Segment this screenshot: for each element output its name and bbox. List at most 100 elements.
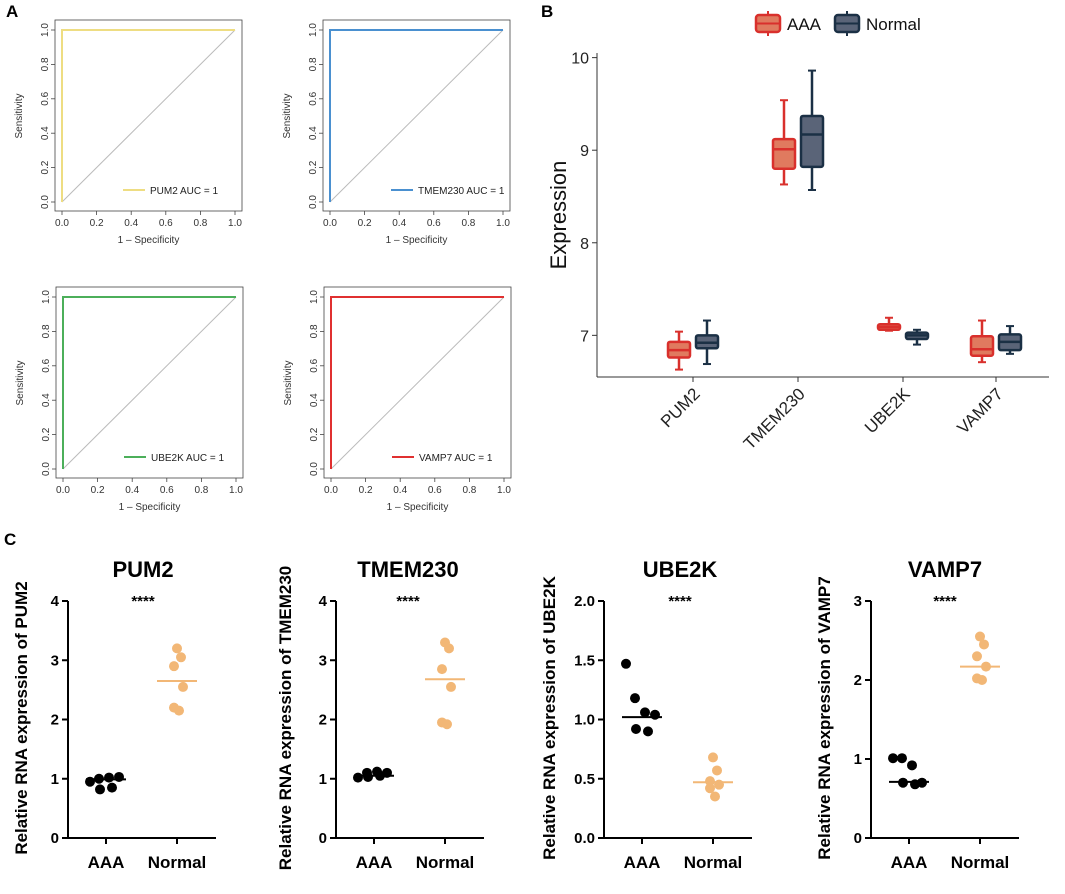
dotplot-pum2: 0 1 2 3 4 PUM2 **** Relative RNA expression of … bbox=[12, 557, 216, 872]
y-axis-label: Relative RNA expression of TMEM230 bbox=[276, 566, 295, 871]
y-tick-label: 3 bbox=[854, 593, 862, 610]
y-tick-label: 0.8 bbox=[41, 324, 52, 338]
box-body bbox=[799, 114, 825, 169]
y-tick-label: 0.6 bbox=[309, 358, 320, 372]
panel-label-b: B bbox=[541, 2, 553, 21]
legend-label: AAA bbox=[787, 15, 822, 34]
data-point-normal bbox=[178, 681, 188, 692]
x-tick-label-ube2k: UBE2K bbox=[861, 384, 914, 437]
data-point-aaa bbox=[650, 709, 660, 720]
x-axis-label: 1 – Specificity bbox=[387, 502, 449, 513]
roc-curve bbox=[330, 296, 504, 469]
x-tick-label: 0.2 bbox=[90, 218, 104, 229]
x-tick-label-tmem230: TMEM230 bbox=[740, 384, 809, 453]
x-tick-label: 0.8 bbox=[462, 485, 476, 496]
y-tick-label: 1.0 bbox=[309, 290, 320, 304]
x-tick-label: 0.4 bbox=[125, 485, 139, 496]
y-tick-label: 1.5 bbox=[574, 652, 595, 669]
x-tick-label-normal: Normal bbox=[951, 853, 1010, 872]
x-tick-label-normal: Normal bbox=[148, 853, 207, 872]
data-point-aaa bbox=[897, 753, 907, 764]
x-tick-label: 0.0 bbox=[55, 218, 69, 229]
data-point-normal bbox=[712, 765, 722, 776]
x-tick-label-vamp7: VAMP7 bbox=[954, 384, 1007, 437]
panel-label-a: A bbox=[6, 2, 18, 21]
x-tick-label: 1.0 bbox=[228, 218, 242, 229]
legend-label: VAMP7 AUC = 1 bbox=[419, 453, 493, 464]
data-point-aaa bbox=[104, 772, 114, 783]
legend-item-normal: Normal bbox=[833, 11, 921, 36]
roc-frame bbox=[55, 286, 244, 479]
chart-title: UBE2K bbox=[643, 557, 718, 582]
data-point-aaa bbox=[375, 770, 385, 781]
x-axis-label: 1 – Specificity bbox=[118, 235, 180, 246]
y-tick-label: 0 bbox=[319, 830, 327, 847]
data-point-normal bbox=[172, 643, 182, 654]
x-tick-label: 0.2 bbox=[359, 485, 373, 496]
x-tick-label: 0.8 bbox=[194, 485, 208, 496]
roc-diagonal bbox=[61, 29, 236, 203]
x-tick-label-pum2: PUM2 bbox=[657, 384, 704, 431]
x-tick-label-aaa: AAA bbox=[891, 853, 928, 872]
dotplot-ube2k: 0.0 0.5 1.0 1.5 2.0 UBE2K **** Relative RNA exp… bbox=[540, 557, 752, 872]
data-point-normal bbox=[979, 639, 989, 650]
data-point-aaa bbox=[630, 693, 640, 704]
y-tick-label: 4 bbox=[51, 593, 60, 610]
y-tick-label: 0.2 bbox=[309, 427, 320, 441]
significance-label: **** bbox=[668, 593, 692, 610]
x-tick-label-normal: Normal bbox=[416, 853, 475, 872]
y-tick-label: 2.0 bbox=[574, 593, 595, 610]
x-tick-label: 0.0 bbox=[324, 485, 338, 496]
y-axis-label: Sensitivity bbox=[282, 93, 293, 138]
box-normal-ube2k bbox=[904, 328, 930, 346]
x-tick-label: 0.4 bbox=[124, 218, 138, 229]
significance-label: **** bbox=[396, 593, 420, 610]
y-tick-label: 0.6 bbox=[308, 91, 319, 105]
x-axis-label: 1 – Specificity bbox=[386, 235, 448, 246]
data-point-aaa bbox=[888, 753, 898, 764]
x-tick-label: 0.6 bbox=[159, 218, 173, 229]
y-axis-label: Relative RNA expression of VAMP7 bbox=[815, 576, 834, 859]
data-point-aaa bbox=[643, 726, 653, 737]
data-point-aaa bbox=[640, 707, 650, 718]
roc-diagonal bbox=[329, 29, 504, 203]
box-body bbox=[969, 335, 995, 357]
roc-curve bbox=[329, 29, 503, 202]
y-tick-label: 8 bbox=[580, 236, 589, 253]
data-point-aaa bbox=[631, 723, 641, 734]
data-point-aaa bbox=[114, 771, 124, 782]
x-tick-label: 1.0 bbox=[497, 485, 511, 496]
y-tick-label: 0.6 bbox=[41, 358, 52, 372]
box-normal-pum2 bbox=[694, 319, 720, 366]
y-tick-label: 3 bbox=[51, 652, 59, 669]
y-tick-label: 0.0 bbox=[41, 462, 52, 476]
x-tick-label: 0.0 bbox=[323, 218, 337, 229]
data-point-normal bbox=[977, 675, 987, 685]
roc-panels: 0.0 0.2 0.4 0.6 0.8 1.0 0.0 0.2 0.4 0.6 0.8 1.0 1 – … bbox=[14, 19, 512, 513]
x-tick-label: 1.0 bbox=[496, 218, 510, 229]
y-tick-label: 0.5 bbox=[574, 771, 595, 788]
data-point-normal bbox=[176, 652, 186, 663]
y-axis-label: Sensitivity bbox=[15, 360, 26, 405]
box-aaa-tmem230 bbox=[771, 99, 797, 186]
y-tick-label: 0.8 bbox=[40, 57, 51, 71]
y-tick-label: 2 bbox=[319, 712, 327, 729]
data-point-normal bbox=[174, 705, 184, 716]
chart-title: VAMP7 bbox=[908, 557, 982, 582]
y-axis-label: Relative RNA expression of UBE2K bbox=[540, 575, 559, 859]
y-tick-label: 2 bbox=[51, 712, 59, 729]
x-tick-label-aaa: AAA bbox=[624, 853, 661, 872]
data-point-aaa bbox=[621, 658, 631, 669]
y-tick-label: 0.2 bbox=[308, 160, 319, 174]
y-tick-label: 0.4 bbox=[308, 126, 319, 140]
legend-label: TMEM230 AUC = 1 bbox=[418, 186, 505, 197]
data-point-normal bbox=[705, 776, 715, 787]
roc-plot-vamp7: 0.0 0.2 0.4 0.6 0.8 1.0 0.0 0.2 0.4 0.6 0.8 1.0 1 – … bbox=[283, 286, 512, 513]
data-point-aaa bbox=[95, 784, 105, 795]
y-axis-label: Sensitivity bbox=[14, 93, 25, 138]
data-point-normal bbox=[446, 681, 456, 692]
data-point-normal bbox=[444, 643, 454, 654]
data-point-aaa bbox=[94, 773, 104, 784]
x-tick-label-aaa: AAA bbox=[356, 853, 393, 872]
